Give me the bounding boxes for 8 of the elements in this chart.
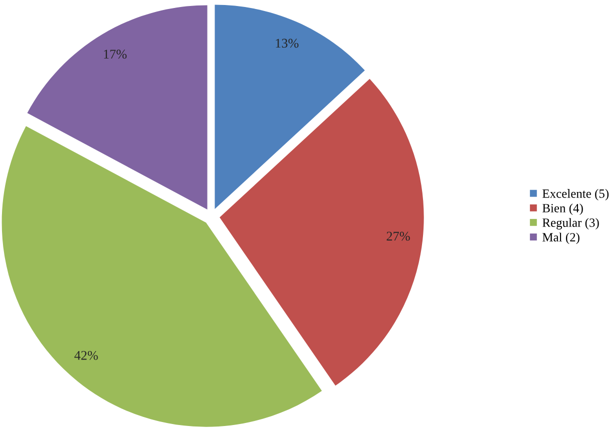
legend-label: Regular (3) [542, 218, 599, 230]
data-label: 27% [386, 232, 410, 241]
data-label: 17% [104, 50, 127, 59]
legend-label: Bien (4) [542, 204, 583, 215]
legend-label: Excelente (5) [542, 189, 609, 200]
data-label: 42% [74, 350, 98, 360]
data-label: 13% [276, 38, 298, 48]
legend-label: Mal (2) [542, 232, 580, 244]
